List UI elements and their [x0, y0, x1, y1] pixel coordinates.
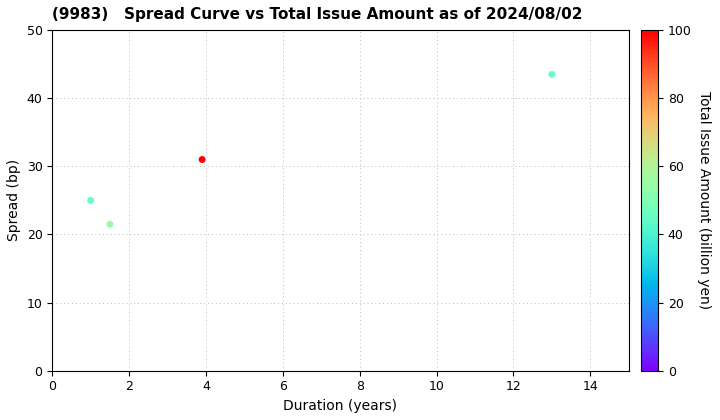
Point: [104, 221, 116, 228]
X-axis label: Duration (years): Duration (years): [284, 399, 397, 413]
Point: [546, 71, 558, 78]
Point: [85, 197, 96, 204]
Y-axis label: Spread (bp): Spread (bp): [7, 159, 21, 242]
Point: [197, 156, 208, 163]
Text: (9983)   Spread Curve vs Total Issue Amount as of 2024/08/02: (9983) Spread Curve vs Total Issue Amoun…: [53, 7, 582, 22]
Y-axis label: Total Issue Amount (billion yen): Total Issue Amount (billion yen): [697, 92, 711, 310]
